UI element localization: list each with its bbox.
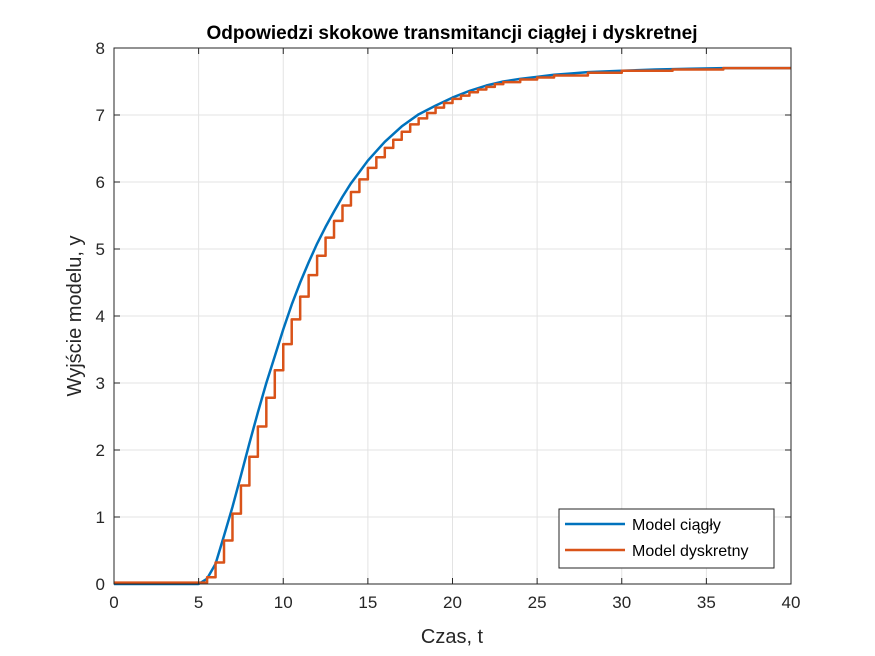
x-axis-label: Czas, t	[421, 626, 484, 648]
x-tick-label: 0	[109, 593, 118, 612]
y-tick-label: 8	[96, 39, 105, 58]
legend: Model ciągły Model dyskretny	[558, 508, 775, 569]
x-tick-label: 40	[782, 593, 801, 612]
x-tick-label: 30	[612, 593, 631, 612]
y-tick-label: 3	[96, 374, 105, 393]
grid	[113, 47, 792, 585]
y-tick-labels: 0 1 2 3 4 5 6 7 8	[96, 39, 105, 594]
y-tick-label: 5	[96, 240, 105, 259]
chart-title: Odpowiedzi skokowe transmitancji ciągłej…	[207, 23, 698, 44]
tick-marks	[113, 47, 792, 585]
series-line-discrete	[114, 66, 791, 584]
y-tick-label: 0	[96, 575, 105, 594]
legend-label-discrete: Model dyskretny	[632, 543, 749, 560]
x-tick-label: 15	[358, 593, 377, 612]
y-axis-label: Wyjście modelu, y	[64, 236, 86, 397]
legend-label-continuous: Model ciągły	[632, 517, 721, 534]
y-tick-label: 1	[96, 508, 105, 527]
y-tick-label: 4	[96, 307, 105, 326]
x-tick-label: 35	[697, 593, 716, 612]
series-layer	[114, 66, 791, 586]
series-line-continuous	[114, 66, 791, 586]
x-tick-label: 20	[443, 593, 462, 612]
x-tick-labels: 0 5 10 15 20 25 30 35 40	[109, 593, 800, 612]
y-tick-label: 2	[96, 441, 105, 460]
x-tick-label: 5	[194, 593, 203, 612]
legend-box	[558, 508, 775, 569]
y-tick-label: 6	[96, 173, 105, 192]
x-tick-label: 25	[528, 593, 547, 612]
y-tick-label: 7	[96, 106, 105, 125]
x-tick-label: 10	[274, 593, 293, 612]
